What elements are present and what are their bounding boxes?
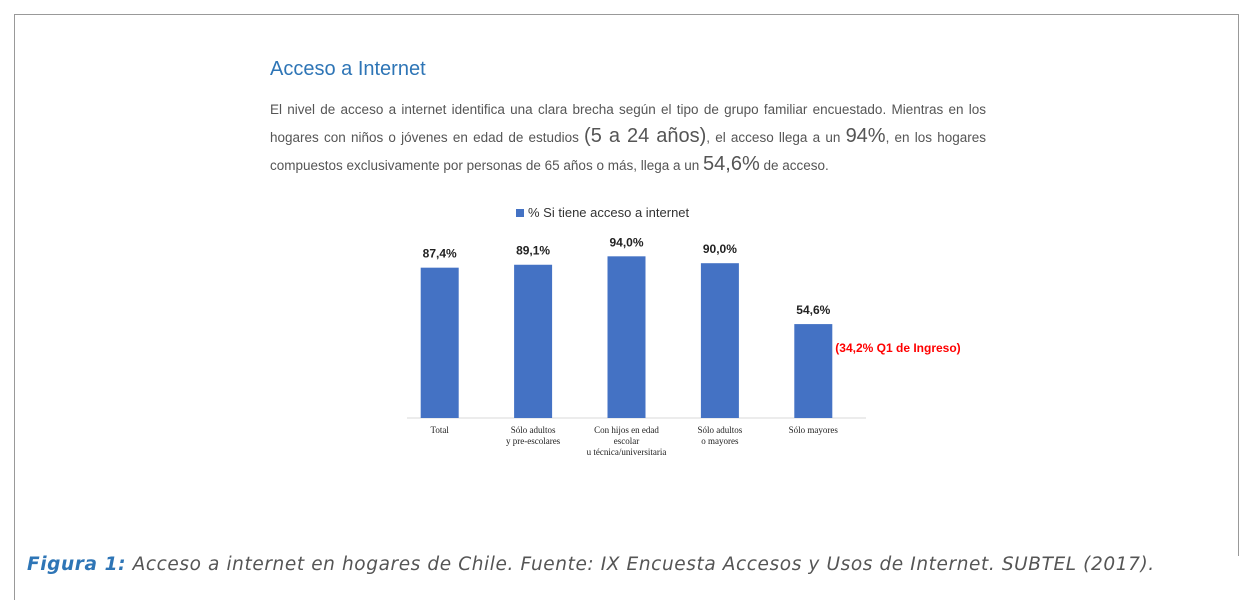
data-label: 87,4% <box>423 247 457 261</box>
bar <box>607 256 646 418</box>
text-highlight: 54,6% <box>703 153 760 175</box>
caption: Figura 1: Acceso a internet en hogares d… <box>27 550 1232 579</box>
x-tick-label: Sólo adultos o mayores <box>697 425 743 446</box>
data-label: 90,0% <box>703 242 737 256</box>
legend-swatch <box>516 209 524 217</box>
bar <box>794 324 833 418</box>
text-highlight: 94% <box>845 125 886 147</box>
paragraph: El nivel de acceso a internet identifica… <box>270 96 986 179</box>
bar <box>420 267 459 418</box>
text: de acceso. <box>759 158 829 173</box>
text: , en los hogares compuestos exclusivamen… <box>270 130 987 173</box>
data-label: 89,1% <box>516 244 550 258</box>
text: , el acceso llega a un <box>706 130 846 145</box>
caption-label: Figura 1: <box>27 554 127 575</box>
frame-right <box>1238 14 1239 556</box>
x-tick-label: Con hijos en edad escolar u técnica/univ… <box>586 425 667 457</box>
x-tick-label: Sólo adultos y pre-escolares <box>505 425 561 446</box>
bar <box>514 264 553 418</box>
annotation: (34,2% Q1 de Ingreso) <box>835 341 960 355</box>
text-highlight: (5 a 24 años) <box>584 125 707 147</box>
heading: Acceso a Internet <box>270 58 426 80</box>
text: El nivel de acceso a internet identifica… <box>270 102 986 145</box>
caption-text: Acceso a internet en hogares de Chile. F… <box>126 554 1155 575</box>
data-label: 94,0% <box>609 235 643 249</box>
legend-label: % Si tiene acceso a internet <box>528 205 690 220</box>
x-tick-label: Total <box>430 425 449 435</box>
frame <box>14 14 1239 600</box>
data-label: 54,6% <box>796 303 830 317</box>
x-tick-label: Sólo mayores <box>788 425 838 435</box>
bar <box>700 263 739 418</box>
